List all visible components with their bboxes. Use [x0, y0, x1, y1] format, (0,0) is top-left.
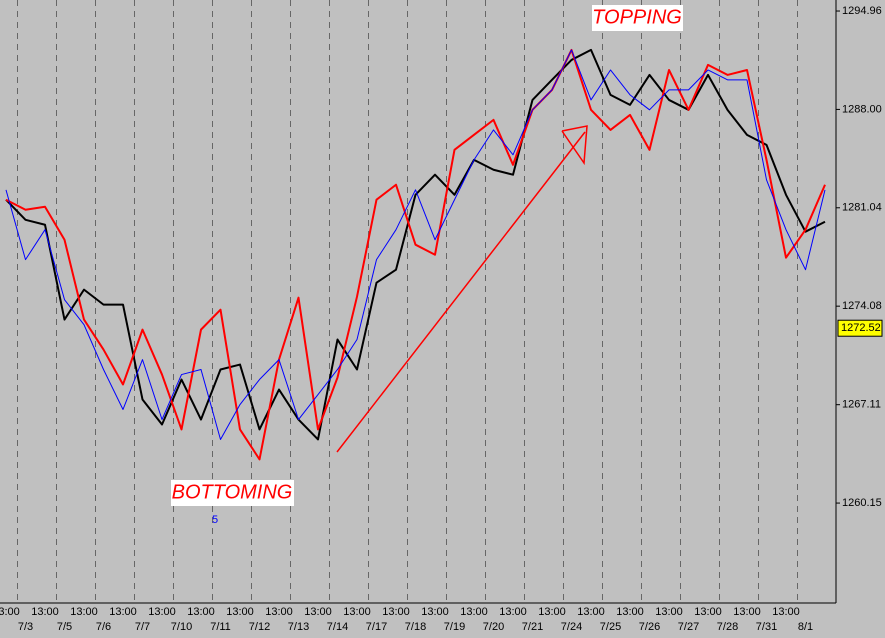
y-tick-label: 1281.04 — [842, 202, 882, 214]
x-tick-label: 7/14 — [327, 621, 348, 633]
x-tick-label: 13:00 — [733, 606, 761, 618]
x-tick-label: 7/21 — [522, 621, 543, 633]
x-tick-label: 7/26 — [639, 621, 660, 633]
annotation-box — [171, 480, 294, 506]
x-tick-label: 7/12 — [249, 621, 270, 633]
last-price-box — [837, 319, 883, 337]
x-tick-label: 13:00 — [265, 606, 293, 618]
annotation-box — [592, 5, 683, 31]
x-tick-label: 13:00 — [694, 606, 722, 618]
annotation: TOPPING — [592, 6, 682, 28]
annotation: BOTTOMING — [172, 481, 293, 503]
x-tick-label: 7/7 — [135, 621, 150, 633]
x-tick-label: 7/25 — [600, 621, 621, 633]
series-lines — [5, 48, 826, 461]
x-tick-label: 13:00 — [31, 606, 59, 618]
last-price-label: 1272.52 — [841, 322, 881, 334]
price-line — [5, 48, 826, 461]
x-tick-label: 7/27 — [678, 621, 699, 633]
x-tick-label: 7/24 — [561, 621, 582, 633]
x-tick-label: 13:00 — [616, 606, 644, 618]
x-tick-label: 13:00 — [343, 606, 371, 618]
x-tick-label: 7/28 — [717, 621, 738, 633]
x-tick-label: 13:00 — [148, 606, 176, 618]
trend-annotation — [336, 125, 588, 453]
x-tick-label: 13:00 — [0, 606, 20, 618]
y-tick-label: 1267.11 — [842, 399, 881, 411]
x-tick-label: 13:00 — [772, 606, 800, 618]
x-tick-label: 13:00 — [577, 606, 605, 618]
x-tick-label: 13:00 — [382, 606, 410, 618]
x-tick-label: 7/5 — [57, 621, 72, 633]
annotation: 5 — [212, 514, 218, 526]
price-line — [5, 49, 826, 440]
y-tick-label: 1288.00 — [842, 103, 882, 115]
grid — [17, 0, 798, 603]
x-tick-label: 7/10 — [171, 621, 192, 633]
x-tick-label: 13:00 — [538, 606, 566, 618]
x-tick-label: 13:00 — [304, 606, 332, 618]
x-tick-label: 8/1 — [798, 621, 813, 633]
y-tick-label: 1274.08 — [842, 300, 882, 312]
x-tick-label: 7/31 — [756, 621, 777, 633]
x-tick-label: 7/6 — [96, 621, 111, 633]
x-tick-label: 13:00 — [187, 606, 215, 618]
x-tick-label: 13:00 — [421, 606, 449, 618]
x-tick-label: 13:00 — [655, 606, 683, 618]
x-tick-label: 7/3 — [18, 621, 33, 633]
x-tick-label: 13:00 — [460, 606, 488, 618]
y-tick-label: 1294.96 — [842, 5, 882, 17]
y-tick-label: 1260.15 — [842, 497, 882, 509]
x-tick-label: 7/18 — [405, 621, 426, 633]
x-tick-label: 7/20 — [483, 621, 504, 633]
x-tick-label: 7/13 — [288, 621, 309, 633]
x-tick-label: 7/11 — [210, 621, 231, 633]
x-tick-label: 13:00 — [70, 606, 98, 618]
x-tick-label: 7/19 — [444, 621, 465, 633]
x-tick-label: 13:00 — [226, 606, 254, 618]
x-tick-label: 13:00 — [499, 606, 527, 618]
x-tick-label: 13:00 — [109, 606, 137, 618]
x-tick-label: 7/17 — [366, 621, 387, 633]
